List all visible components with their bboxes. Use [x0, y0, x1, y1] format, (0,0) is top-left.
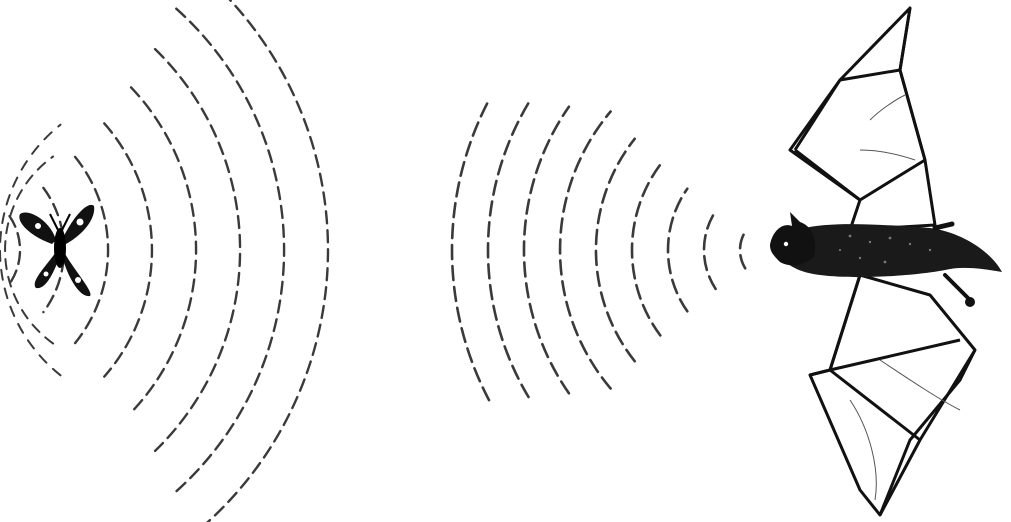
emitted-wave-arc [450, 98, 491, 402]
emitted-wave-arc [594, 137, 636, 363]
echo-wave-arc [206, 0, 330, 522]
emitted-wave-arc [738, 230, 747, 270]
echo-sound-waves [0, 0, 330, 522]
echo-wave-arc [103, 122, 154, 378]
echo-wave-arc [175, 7, 286, 493]
emitted-wave-arc [486, 101, 530, 399]
emitted-wave-arc [666, 187, 689, 313]
echo-wave-arc [129, 86, 198, 414]
emitted-wave-arc [630, 163, 662, 337]
emitted-wave-arc [522, 105, 571, 395]
echo-wave-arc [73, 155, 110, 345]
echo-wave-arc [4, 155, 55, 345]
echo-wave-arc [0, 123, 62, 377]
emitted-wave-arc [558, 110, 612, 390]
bat-body [775, 224, 1002, 278]
bat-icon [770, 6, 1002, 517]
emitted-wave-arc [702, 209, 717, 291]
echo-wave-arc [153, 47, 242, 453]
bat-head [770, 212, 816, 266]
echo-wave-arc [8, 214, 22, 286]
moth-icon [19, 204, 95, 297]
emitted-sound-waves [450, 98, 747, 402]
bat-eye [783, 241, 789, 247]
